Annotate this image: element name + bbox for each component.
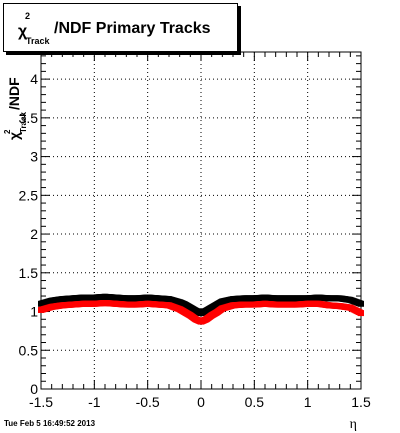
title-chi-symbol: χ [18,23,28,40]
title-subscript: Track [26,36,50,46]
axis-ticks [40,52,362,390]
y-tick-label: 3 [30,149,38,165]
data-point [358,300,364,307]
y-label-chi: χ [6,132,22,140]
y-label-subscript: Track [19,112,28,133]
series-1 [38,300,364,325]
x-tick-label: 0.5 [245,394,265,410]
series-0 [38,293,364,317]
x-axis-label: η [350,417,357,432]
y-tick-label: 1.5 [19,265,39,281]
y-label-text: /NDF [6,77,22,110]
y-tick-label: 2.5 [19,187,39,203]
y-label-superscript: 2 [3,129,12,134]
timestamp-footer: Tue Feb 5 16:49:52 2013 [4,419,96,428]
y-axis-label: χ2 Track/NDF [3,77,28,140]
data-point [358,310,364,317]
y-tick-label: 0.5 [19,342,39,358]
x-tick-label: -1 [88,394,101,410]
x-tick-label: 0 [197,394,205,410]
y-tick-label: 4 [30,71,38,87]
y-tick-label: 0 [30,381,38,397]
chart-title: /NDF Primary Tracks [54,20,211,37]
grid-lines [41,52,361,389]
y-tick-label: 1 [30,304,38,320]
x-tick-label: -1.5 [29,394,53,410]
x-tick-label: 1.5 [351,394,371,410]
chart-title-box: χ 2 Track /NDF Primary Tracks [3,3,238,52]
x-tick-label: -0.5 [136,394,160,410]
y-tick-label: 2 [30,226,38,242]
title-superscript: 2 [25,11,31,21]
data-points [38,293,364,325]
y-tick-label: 3.5 [19,110,39,126]
x-tick-label: 1 [304,394,312,410]
